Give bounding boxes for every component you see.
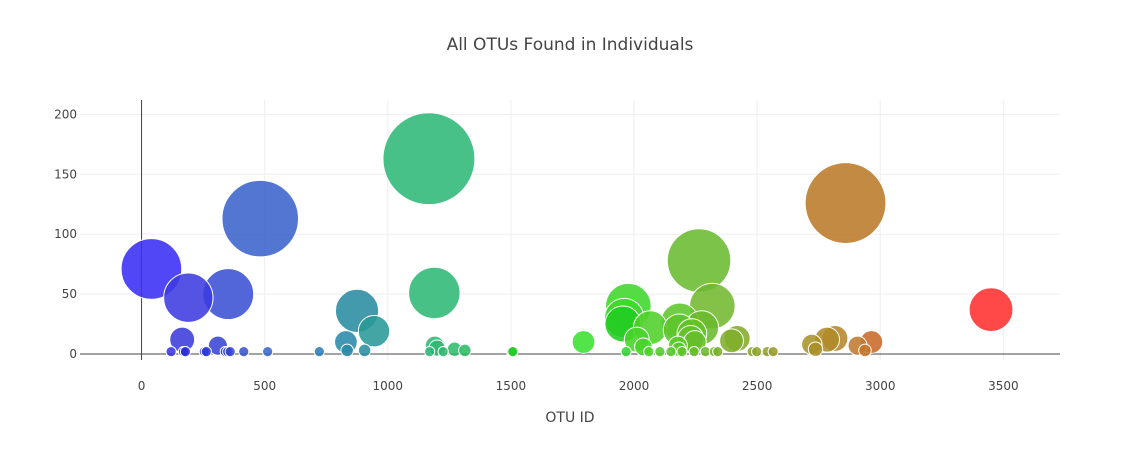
data-point[interactable] xyxy=(688,346,700,358)
y-tick-label: 100 xyxy=(54,227,77,241)
data-point[interactable] xyxy=(458,343,472,358)
data-point[interactable] xyxy=(507,346,519,358)
data-point[interactable] xyxy=(165,346,177,358)
data-point[interactable] xyxy=(200,346,212,358)
data-point[interactable] xyxy=(665,346,677,358)
x-tick-label: 3500 xyxy=(988,379,1019,393)
data-point[interactable] xyxy=(676,346,688,358)
data-point[interactable] xyxy=(382,112,476,206)
data-point[interactable] xyxy=(120,238,183,300)
data-point[interactable] xyxy=(340,343,354,358)
data-point[interactable] xyxy=(357,343,372,358)
chart-title: All OTUs Found in Individuals xyxy=(447,35,694,55)
data-point[interactable] xyxy=(804,162,887,244)
data-point[interactable] xyxy=(968,287,1014,333)
x-tick-label: 1000 xyxy=(373,379,404,393)
data-point[interactable] xyxy=(654,346,666,358)
x-tick-label: 3000 xyxy=(865,379,896,393)
data-point[interactable] xyxy=(163,272,214,323)
data-point[interactable] xyxy=(221,179,300,258)
data-point[interactable] xyxy=(357,315,391,348)
data-point[interactable] xyxy=(858,343,872,358)
data-point[interactable] xyxy=(620,346,632,358)
y-tick-label: 50 xyxy=(62,287,77,301)
data-point[interactable] xyxy=(571,330,596,354)
data-point[interactable] xyxy=(719,328,744,354)
data-point[interactable] xyxy=(666,228,732,293)
data-point[interactable] xyxy=(313,346,325,358)
data-point[interactable] xyxy=(224,346,236,358)
y-tick-label: 0 xyxy=(69,347,77,361)
x-tick-label: 2500 xyxy=(742,379,773,393)
x-axis-ticks: 0 500 1000 1500 2000 2500 3000 3500 xyxy=(138,379,1019,393)
data-point[interactable] xyxy=(807,341,824,357)
data-point[interactable] xyxy=(767,346,779,358)
data-point[interactable] xyxy=(408,266,461,320)
y-tick-label: 200 xyxy=(54,107,77,121)
data-point[interactable] xyxy=(712,346,724,358)
x-tick-label: 2000 xyxy=(619,379,650,393)
x-tick-label: 1500 xyxy=(496,379,527,393)
bubble-layer[interactable] xyxy=(120,112,1014,358)
x-tick-label: 0 xyxy=(138,379,146,393)
data-point[interactable] xyxy=(437,346,449,358)
data-point[interactable] xyxy=(751,346,763,358)
data-point[interactable] xyxy=(262,346,274,358)
grid-lines xyxy=(80,100,1060,360)
data-point[interactable] xyxy=(643,346,655,358)
x-axis-label: OTU ID xyxy=(545,410,594,426)
data-point[interactable] xyxy=(424,346,436,358)
data-point[interactable] xyxy=(238,346,250,358)
data-point[interactable] xyxy=(179,346,191,358)
y-tick-label: 150 xyxy=(54,167,77,181)
y-axis-ticks: 0 50 100 150 200 xyxy=(54,107,77,361)
x-tick-label: 500 xyxy=(253,379,276,393)
